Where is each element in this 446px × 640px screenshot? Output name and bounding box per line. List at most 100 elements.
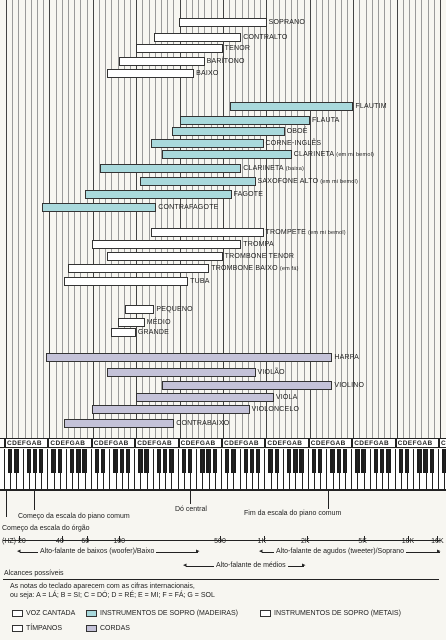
white-key <box>59 449 66 489</box>
black-key <box>113 449 118 473</box>
instrument-label: TROMBONE TENOR <box>225 252 295 261</box>
white-key <box>47 449 53 489</box>
instrument-name: SOPRANO <box>268 19 306 26</box>
note-footnote-line1: As notas do teclado aparecem com as cifr… <box>10 583 195 590</box>
white-key <box>183 449 190 489</box>
black-key <box>225 449 230 473</box>
white-key <box>283 449 289 489</box>
white-key <box>320 449 326 489</box>
octave-note-names: CDEFGAB <box>224 440 259 447</box>
grid-line <box>340 0 342 438</box>
grid-line <box>130 0 131 438</box>
range-bar <box>63 277 189 286</box>
black-key <box>274 449 279 473</box>
white-key <box>351 449 357 489</box>
black-key <box>318 449 323 473</box>
white-key <box>444 449 446 489</box>
organ-start-label: Começo da escala do órgão <box>2 525 90 532</box>
white-key <box>53 449 60 489</box>
grid-line <box>260 0 262 438</box>
white-key <box>66 449 72 489</box>
instrument-name: CONTRALTO <box>243 34 288 41</box>
range-bar <box>92 240 242 249</box>
instrument-label: VIOLA <box>276 393 298 402</box>
freq-tick-label: 40 <box>56 538 64 545</box>
grid-line <box>148 0 150 438</box>
black-key <box>39 449 44 473</box>
grid-line <box>154 0 156 438</box>
instrument-label: TENOR <box>225 44 251 53</box>
white-key <box>208 449 215 489</box>
woofer-arrow-left: ◂ <box>17 548 21 555</box>
grid-line <box>43 0 45 438</box>
instrument-name: TUBA <box>190 278 210 285</box>
instrument-name: VIOLONCELO <box>251 406 300 413</box>
white-key <box>128 449 134 489</box>
range-bar <box>99 164 242 173</box>
grid-line <box>241 0 243 438</box>
grid-line <box>297 0 299 438</box>
octave-separator <box>307 439 310 448</box>
instrument-name: BAIXO <box>196 70 219 77</box>
grid-line <box>24 0 26 438</box>
white-key <box>295 449 301 489</box>
freq-tick-label: 500 <box>214 538 226 545</box>
instrument-name: CLARINETA <box>243 165 284 172</box>
instrument-name: CONTRABAIXO <box>176 420 230 427</box>
black-key <box>119 449 124 473</box>
grid-line <box>266 0 268 438</box>
grid-line <box>371 0 373 438</box>
white-key <box>202 449 208 489</box>
possible-range-line <box>3 579 439 580</box>
instrument-name: HARPA <box>334 354 359 361</box>
grid-line <box>161 0 162 438</box>
white-key <box>97 449 103 489</box>
legend-swatch <box>86 625 97 632</box>
grid-line <box>415 0 417 438</box>
instrument-sub: (em fá) <box>279 266 299 272</box>
grid-line <box>278 0 280 438</box>
black-key <box>287 449 292 473</box>
black-key <box>138 449 143 473</box>
white-key <box>326 449 332 489</box>
black-key <box>386 449 391 473</box>
white-key <box>407 449 413 489</box>
instrument-name: VIOLINO <box>334 382 365 389</box>
instrument-label: TUBA <box>190 277 209 286</box>
grid-line <box>80 0 82 438</box>
freq-tick <box>263 536 265 542</box>
frequency-axis-line <box>3 540 441 541</box>
freq-tick <box>220 536 222 542</box>
black-key <box>442 449 446 473</box>
white-key <box>289 449 295 489</box>
legend-swatch <box>12 610 23 617</box>
range-bar <box>161 150 292 159</box>
grid-line <box>49 0 51 438</box>
octave-note-names: CDEFGAB <box>93 440 129 447</box>
instrument-label: BARÍTONO <box>207 57 245 66</box>
grid-line <box>223 0 224 438</box>
white-key <box>152 449 159 489</box>
freq-tick <box>306 536 308 542</box>
grid-line <box>409 0 410 438</box>
instrument-sub: (em mi bemol) <box>336 152 375 158</box>
instrument-label: GRANDE <box>138 328 169 337</box>
freq-tick-label: 5K <box>358 538 367 545</box>
white-key <box>425 449 432 489</box>
grid-line <box>68 0 69 438</box>
white-key <box>369 449 376 489</box>
white-key <box>307 449 314 489</box>
instrument-label: PEQUENO <box>156 305 192 314</box>
grid-line <box>61 0 63 438</box>
legend-label: CORDAS <box>100 625 130 632</box>
piano-end-line <box>328 489 329 509</box>
black-key <box>169 449 174 473</box>
white-key <box>419 449 425 489</box>
instrument-label: FLAUTA <box>312 116 340 125</box>
white-key <box>388 449 394 489</box>
range-bar <box>230 102 354 111</box>
instrument-label: HARPA <box>334 353 359 362</box>
grid-line <box>359 0 361 438</box>
legend-label: VOZ CANTADA <box>26 610 76 617</box>
black-key <box>380 449 385 473</box>
